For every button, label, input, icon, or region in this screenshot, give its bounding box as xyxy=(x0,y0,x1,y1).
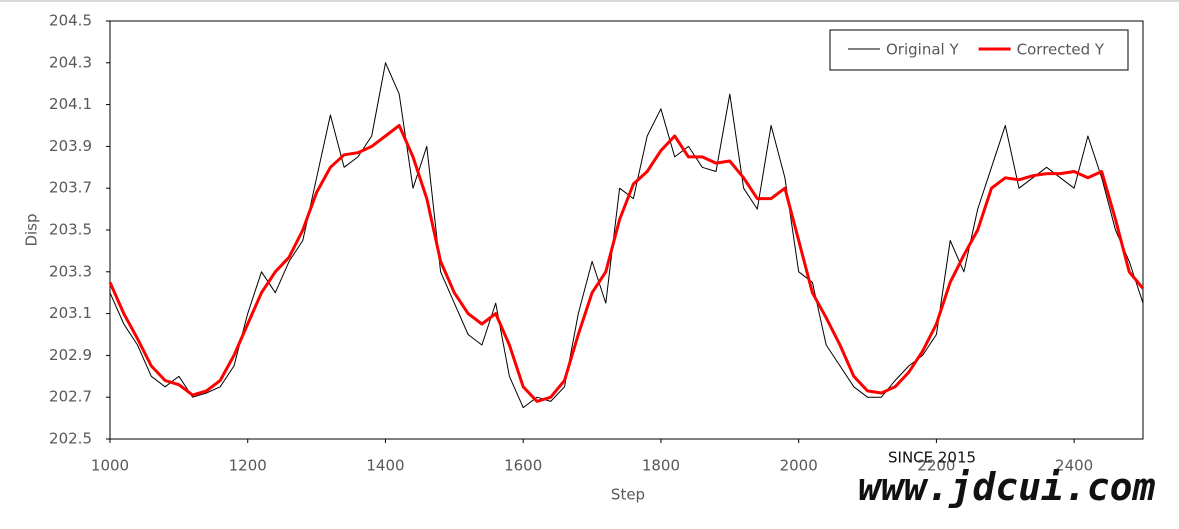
x-axis-label: Step xyxy=(611,486,645,504)
legend-label: Corrected Y xyxy=(1017,41,1105,59)
x-tick-label: 1200 xyxy=(229,457,267,475)
plot-frame xyxy=(109,20,1144,440)
watermark-url: www.jdcui.com xyxy=(858,465,1156,509)
watermark-since: SINCE 2015 xyxy=(888,449,976,467)
legend-label: Original Y xyxy=(886,41,959,59)
top-border xyxy=(0,0,1179,2)
y-tick-label: 202.5 xyxy=(49,430,92,448)
x-tick-label: 1400 xyxy=(366,457,404,475)
series-line xyxy=(108,124,1145,403)
y-tick-label: 203.7 xyxy=(49,179,92,197)
y-tick-label: 203.5 xyxy=(49,221,92,239)
x-tick-label: 2200 xyxy=(917,457,955,475)
y-tick-label: 204.3 xyxy=(49,53,92,71)
y-tick-label: 202.9 xyxy=(49,346,92,364)
x-tick-label: 1000 xyxy=(91,457,129,475)
x-tick-label: 2000 xyxy=(780,457,818,475)
x-tick-label: 1800 xyxy=(642,457,680,475)
series-line xyxy=(109,62,1144,409)
y-tick-label: 202.7 xyxy=(49,388,92,406)
y-tick-label: 203.9 xyxy=(49,137,92,155)
y-tick-label: 203.1 xyxy=(49,304,92,322)
x-tick-label: 1600 xyxy=(504,457,542,475)
x-tick-label: 2400 xyxy=(1055,457,1093,475)
y-axis-label: Disp xyxy=(23,213,41,246)
y-tick-label: 204.5 xyxy=(49,12,92,30)
y-tick-label: 203.3 xyxy=(49,262,92,280)
y-tick-label: 204.1 xyxy=(49,95,92,113)
